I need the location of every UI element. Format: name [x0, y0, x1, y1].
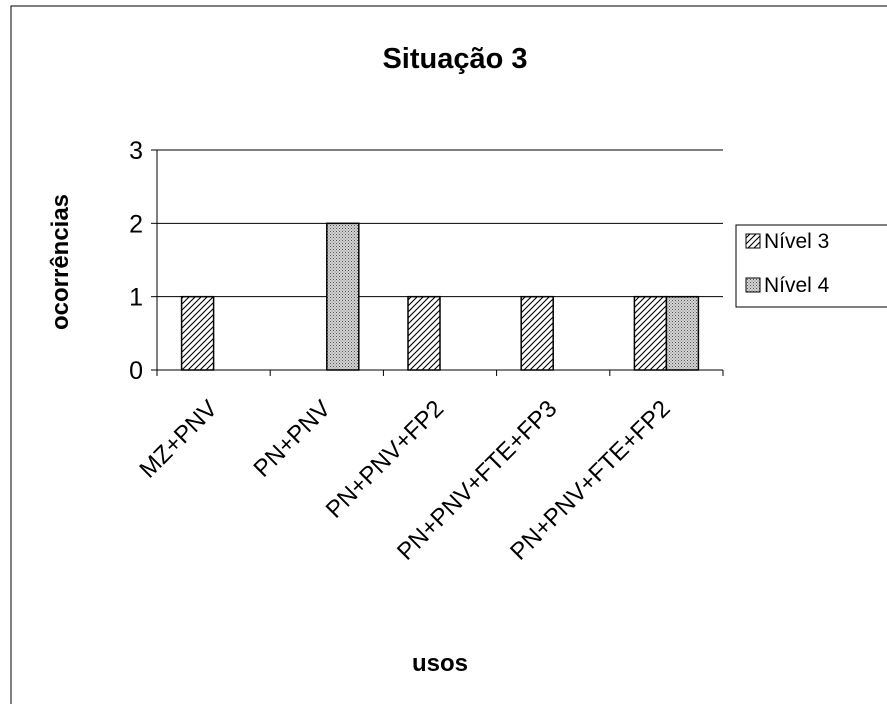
bar-nivel-4-pn-pnv-fte-fp2 [665, 295, 700, 371]
bar-nivel-3-mz-pnv [180, 295, 215, 371]
y-axis-label: ocorrências [47, 194, 74, 330]
legend-swatch-nivel-4 [745, 277, 761, 293]
bar-nivel-4-pn-pnv [326, 222, 360, 371]
x-tick-label: PN+PNV [249, 395, 336, 482]
y-tick-label: 1 [129, 284, 143, 312]
bar-nivel-3-pn-pnv-fp2 [407, 295, 441, 371]
bar-nivel-3-pn-pnv-fte-fp3 [520, 295, 554, 371]
x-tick-label: PN+PNV+FP2 [321, 395, 450, 524]
legend-box [735, 224, 887, 308]
legend: Nível 3 Nível 4 [735, 224, 887, 308]
legend-label-nivel-3: Nível 3 [764, 230, 829, 253]
chart-title: Situação 3 [382, 43, 527, 75]
bars [180, 222, 700, 371]
legend-swatch-nivel-3 [745, 233, 761, 249]
x-tick-label: MZ+PNV [134, 395, 222, 483]
axes [151, 149, 724, 376]
y-tick-label: 0 [129, 357, 143, 385]
gridlines [157, 149, 723, 298]
y-tick-label: 2 [129, 210, 143, 238]
x-axis-label: usos [412, 650, 468, 677]
chart-border [10, 5, 887, 709]
bar-nivel-3-pn-pnv-fte-fp2 [633, 295, 668, 371]
y-tick-label: 3 [129, 137, 143, 165]
legend-label-nivel-4: Nível 4 [764, 274, 830, 297]
